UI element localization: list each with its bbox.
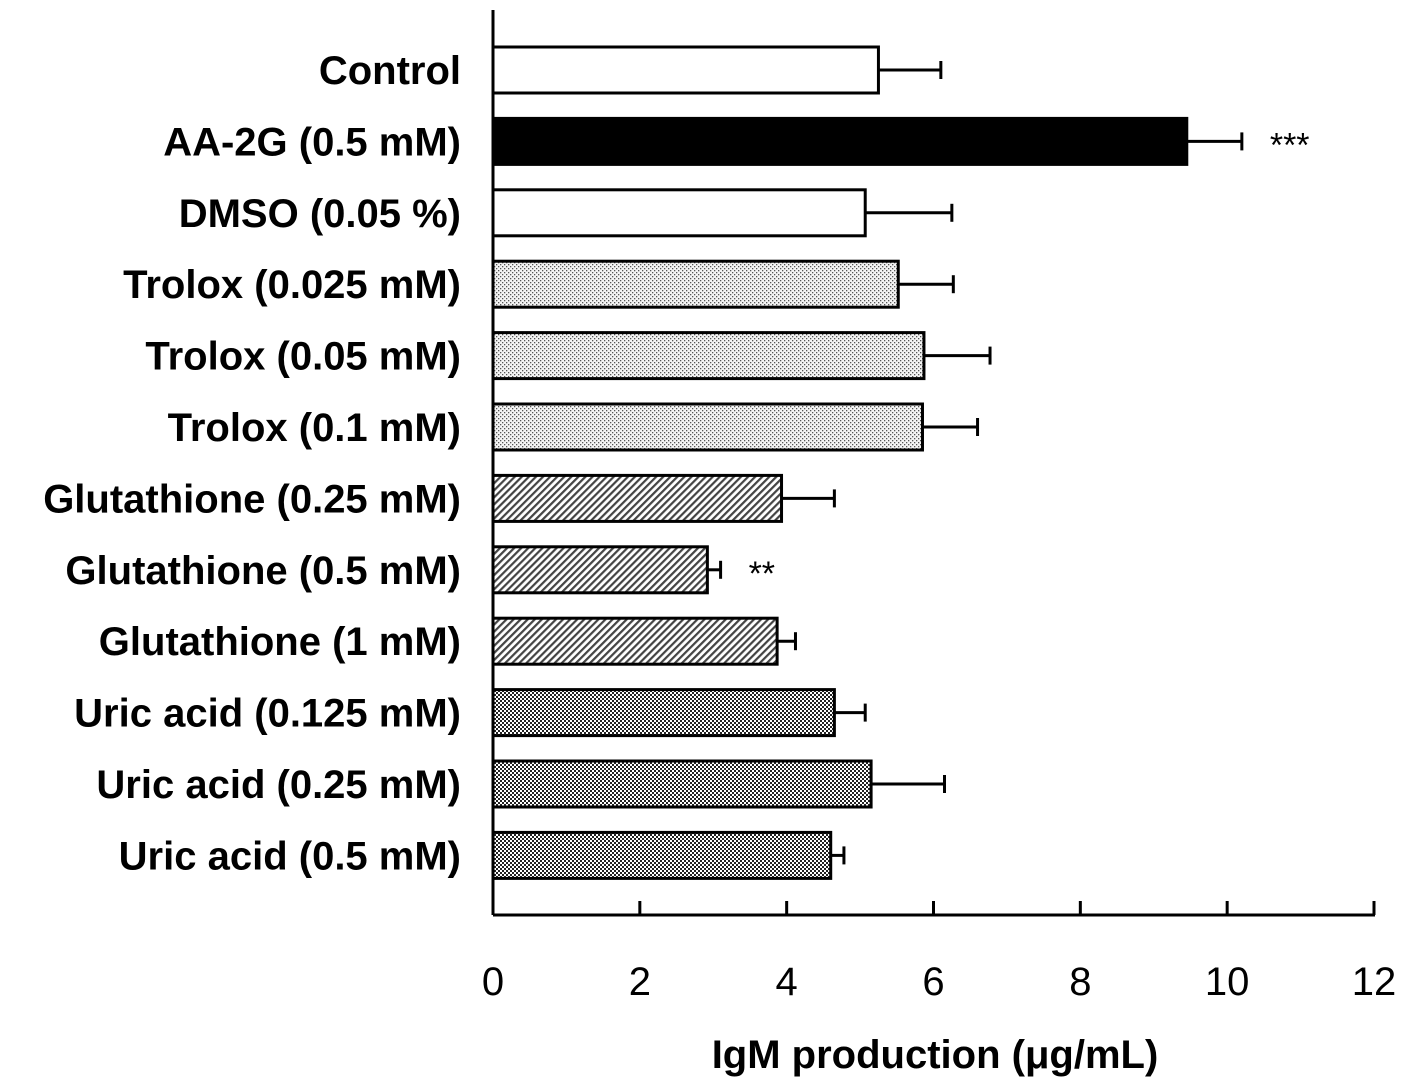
category-label: Glutathione (1 mM) <box>99 620 461 664</box>
category-label: AA-2G (0.5 mM) <box>163 120 461 164</box>
bar <box>491 830 833 880</box>
bar <box>491 116 1189 166</box>
bar <box>491 545 709 595</box>
x-tick-label: 0 <box>482 960 504 1004</box>
bar <box>491 688 836 738</box>
x-tick-label: 4 <box>776 960 798 1004</box>
category-label: Uric acid (0.125 mM) <box>74 692 461 736</box>
category-label: DMSO (0.05 %) <box>179 192 461 236</box>
bar <box>491 259 900 309</box>
category-label: Glutathione (0.5 mM) <box>65 549 461 593</box>
bar <box>491 331 926 381</box>
bars-layer: ***** <box>491 45 1310 880</box>
category-label: Trolox (0.025 mM) <box>123 263 461 307</box>
bar <box>491 45 880 95</box>
category-label: Trolox (0.1 mM) <box>168 406 461 450</box>
x-tick-label: 6 <box>922 960 944 1004</box>
category-labels: Control AA-2G (0.5 mM) DMSO (0.05 %) Trolox… <box>43 49 461 878</box>
bar <box>491 402 924 452</box>
x-tick-label: 8 <box>1069 960 1091 1004</box>
category-label: Trolox (0.05 mM) <box>145 335 461 379</box>
x-tick-label: 12 <box>1352 960 1397 1004</box>
category-label: Control <box>319 49 461 93</box>
significance-marker: *** <box>1270 126 1310 164</box>
significance-marker: ** <box>749 555 775 593</box>
bar <box>491 616 779 666</box>
x-tick-label: 10 <box>1205 960 1250 1004</box>
bar <box>491 188 867 238</box>
category-label: Glutathione (0.25 mM) <box>43 477 461 521</box>
x-axis-title: IgM production (μg/mL) <box>712 1033 1159 1077</box>
bar <box>491 759 873 809</box>
category-label: Uric acid (0.5 mM) <box>119 834 461 878</box>
category-label: Uric acid (0.25 mM) <box>96 763 461 807</box>
x-tick-label: 2 <box>629 960 651 1004</box>
x-axis: 0 2 4 6 8 10 12 <box>482 10 1396 1004</box>
bar <box>491 473 784 523</box>
